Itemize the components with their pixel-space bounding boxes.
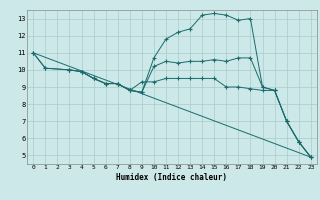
X-axis label: Humidex (Indice chaleur): Humidex (Indice chaleur) — [116, 173, 228, 182]
